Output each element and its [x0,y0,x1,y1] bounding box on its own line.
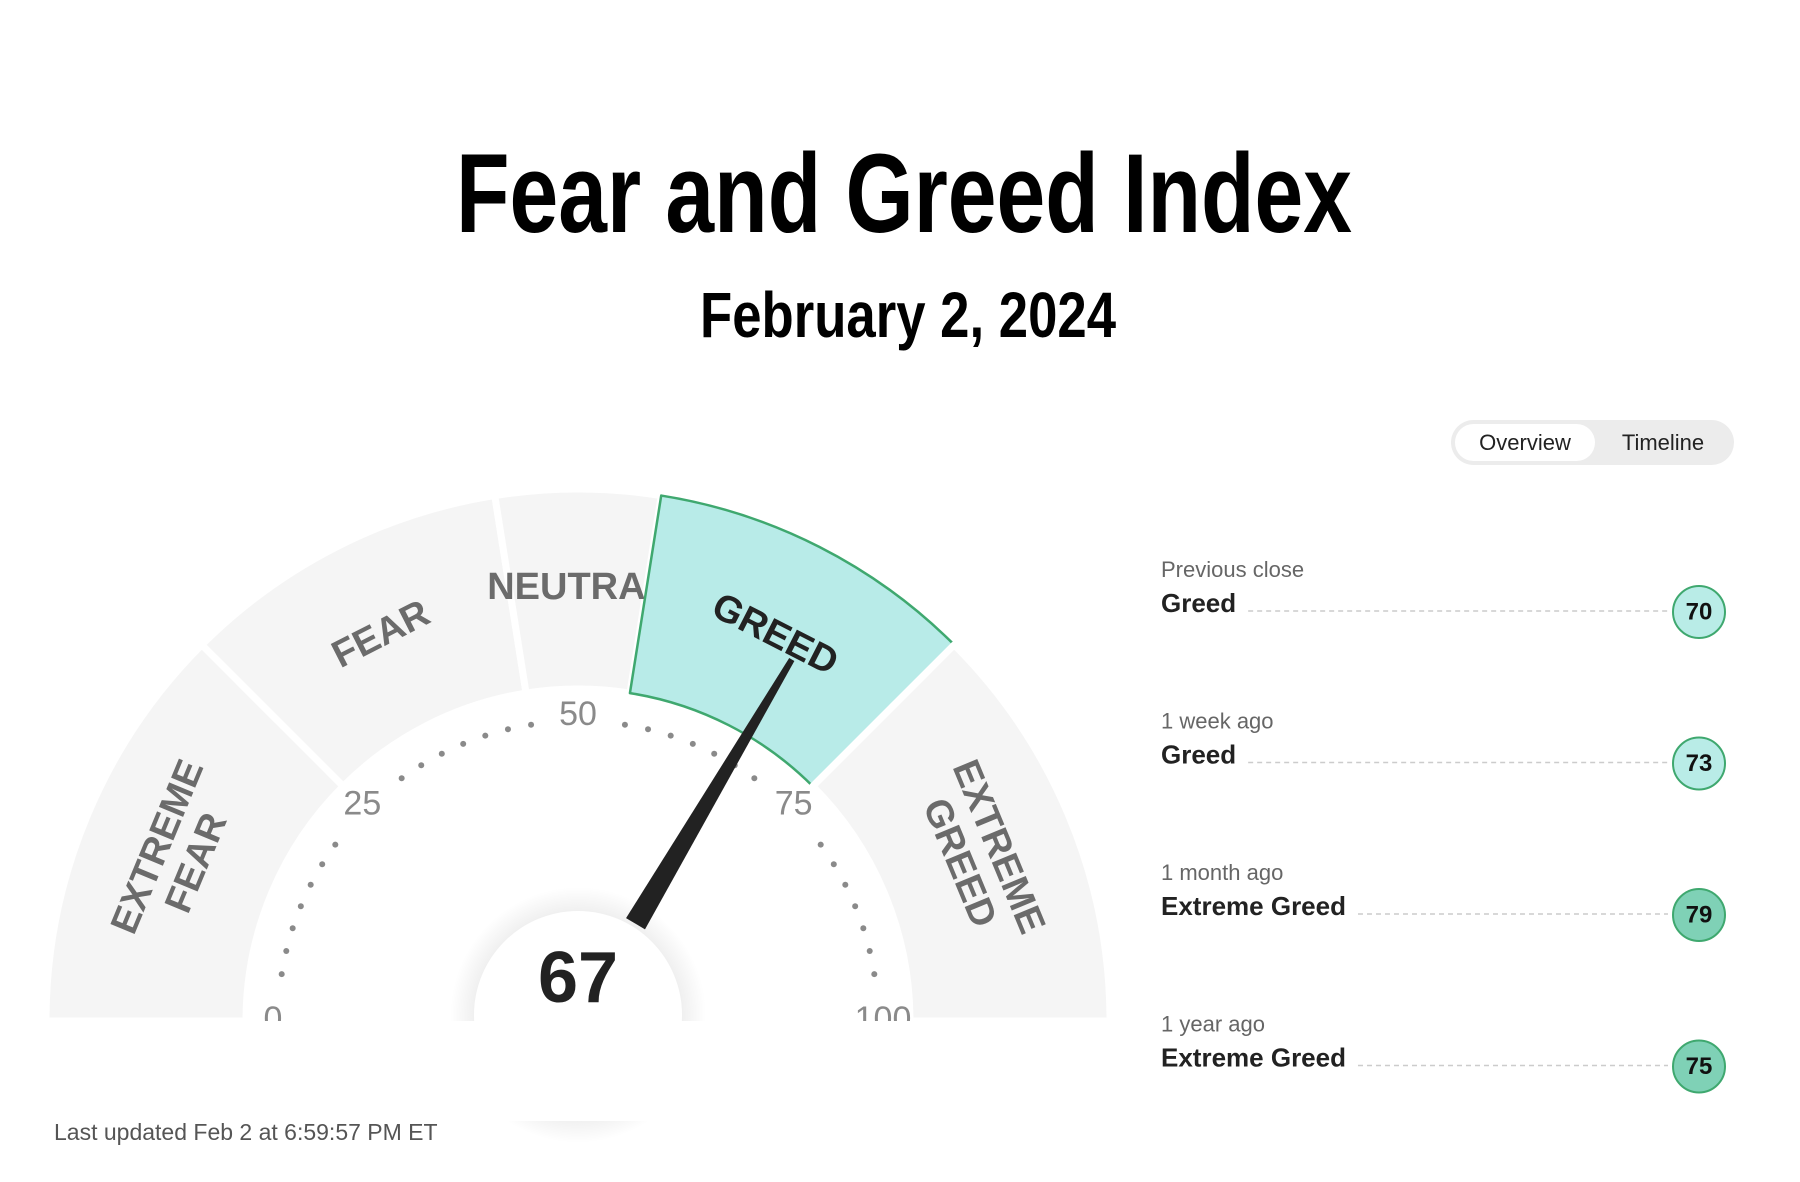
row-caption: 1 week ago [1161,709,1274,734]
row-value: 75 [1686,1053,1713,1080]
scale-dot [645,726,652,733]
scale-dot [817,841,824,848]
scale-dot [297,903,304,910]
center-disc [474,911,682,1119]
history-list: Previous close Greed 70 1 week ago Greed 73 1 … [1161,557,1726,1094]
scale-dot [418,762,425,769]
row-caption: 1 year ago [1161,1012,1265,1037]
row-rating: Greed [1161,588,1236,618]
tab-overview[interactable]: Overview [1479,430,1571,455]
scale-dot [866,947,873,954]
tab-active-bg [1455,424,1595,461]
scale-dot [711,750,718,757]
row-value: 73 [1686,750,1713,777]
row-rating: Extreme Greed [1161,891,1346,921]
scale-dot [504,726,511,733]
scale-dot [528,721,535,728]
tab-timeline[interactable]: Timeline [1622,430,1704,455]
tick-label: 25 [343,784,381,822]
scale-dot [438,750,445,757]
scale-dot [689,740,696,747]
row-value-badge [1672,736,1726,791]
row-value: 70 [1686,598,1713,625]
row-value-badge [1672,1039,1726,1094]
row-rating: Greed [1161,740,1236,770]
tick-label: 75 [775,784,813,822]
scale-dot [621,721,628,728]
scale-dot [319,861,326,868]
page-title: Fear and Greed Index [456,131,1352,256]
page-date: February 2, 2024 [700,279,1116,351]
scale-dot [460,740,467,747]
scale-dot [278,971,285,978]
scale-dot [871,971,878,978]
scale-dot [307,881,314,888]
last-updated: Last updated Feb 2 at 6:59:57 PM ET [54,1119,438,1145]
row-caption: 1 month ago [1161,860,1283,885]
tick-label: 50 [559,695,597,733]
gauge-value: 67 [538,938,618,1018]
row-caption: Previous close [1161,557,1304,582]
needle [626,657,795,930]
scale-dot [852,903,859,910]
row-rating: Extreme Greed [1161,1043,1346,1073]
scale-dot [289,925,296,932]
scale-dot [860,925,867,932]
scale-dot [751,775,758,782]
scale-dot [283,947,290,954]
tab-switch: Overview Timeline [1451,420,1734,465]
gauge-segment [809,641,1114,1025]
segment-label: NEUTRAL [487,566,669,608]
scale-dot [667,732,674,739]
scale-dot [332,841,339,848]
scale-dot [482,732,489,739]
row-value-badge [1672,585,1726,639]
row-value-badge [1672,888,1726,942]
row-value: 79 [1686,901,1713,928]
scale-dot [398,775,405,782]
scale-dot [842,881,849,888]
scale-dot [830,861,837,868]
